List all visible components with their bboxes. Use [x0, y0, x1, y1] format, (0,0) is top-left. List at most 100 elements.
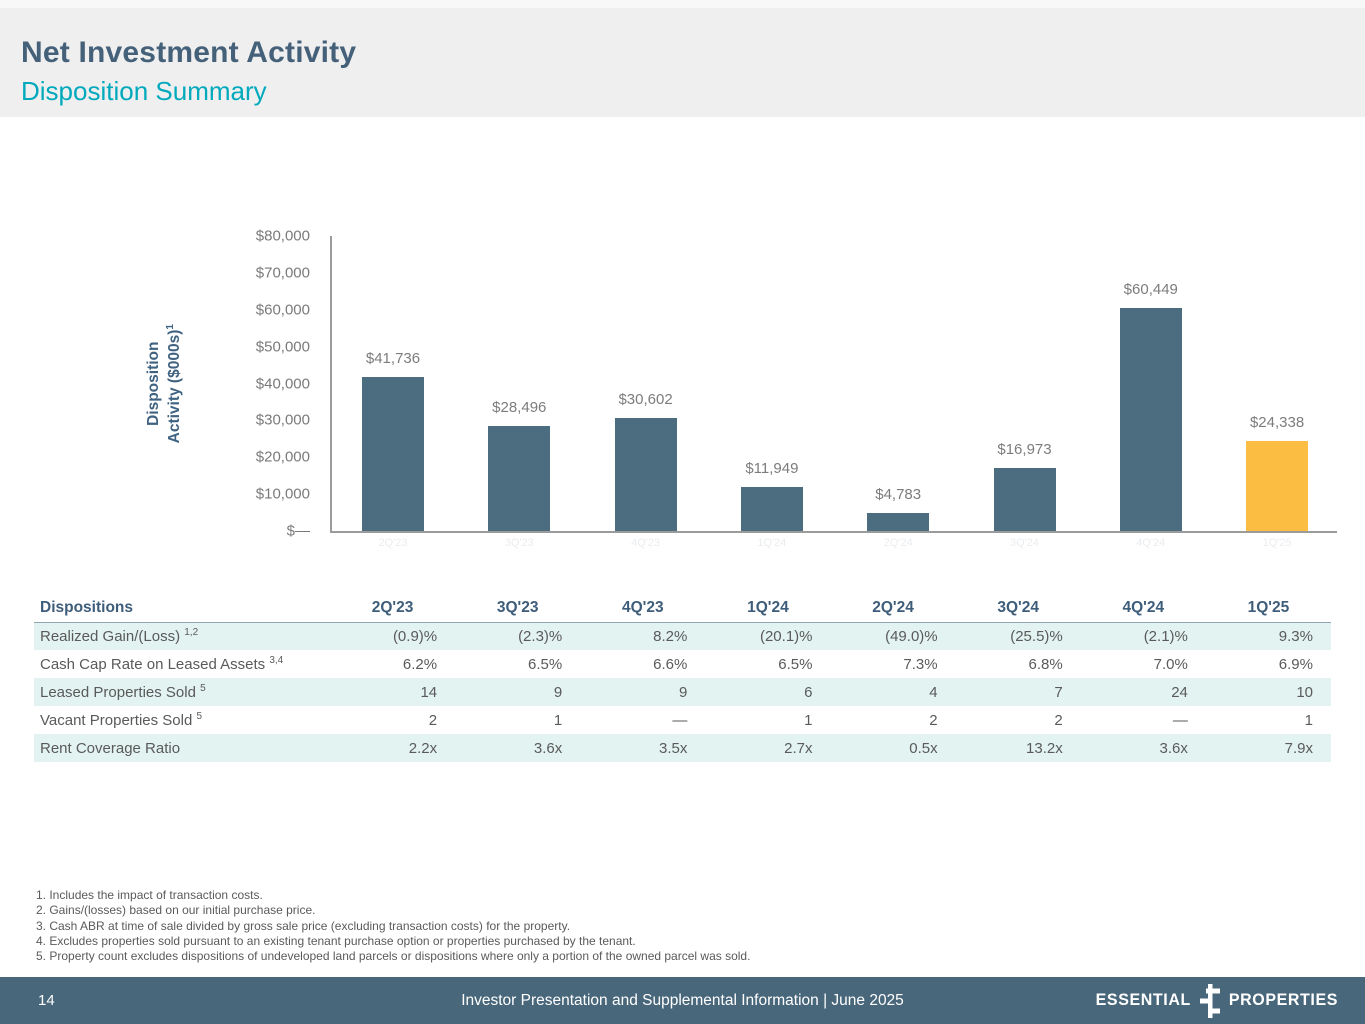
page-subtitle: Disposition Summary [21, 76, 267, 106]
table-cell: 2.7x [784, 739, 813, 757]
bar-value-label: $60,449 [1123, 281, 1178, 299]
table-cell: 1 [1304, 711, 1313, 729]
footnotes: 1. Includes the impact of transaction co… [36, 888, 750, 964]
table-row: Vacant Properties Sold 5 2 1 — 1 2 2 — 1 [34, 706, 1331, 734]
x-axis-label: 1Q'24 [757, 537, 787, 549]
bar-4Q'23 [614, 418, 677, 531]
bar-value-label: $11,949 [745, 459, 799, 477]
table-cell: 3.6x [533, 739, 563, 757]
table-cell: 7 [1054, 683, 1063, 701]
table-header-2Q'24: 2Q'24 [830, 595, 956, 623]
table-cell: 2 [929, 711, 938, 729]
disposition-bar-chart: Disposition Activity ($000s)1 $80,000 $70… [120, 227, 1337, 549]
table-header-4Q'23: 4Q'23 [580, 595, 706, 623]
dispositions-table: Dispositions 2Q'23 3Q'23 4Q'23 1Q'24 2Q'24 3Q'… [34, 595, 1331, 762]
bar-2Q'24 [867, 513, 930, 531]
essential-properties-logo-icon [1199, 983, 1220, 1018]
table-cell: 8.2% [653, 627, 688, 645]
page-title: Net Investment Activity [21, 36, 357, 69]
table-cell: 7.9x [1284, 739, 1313, 757]
bar-3Q'24 [993, 468, 1056, 531]
footnote-line: 5. Property count excludes dispositions … [36, 949, 751, 964]
bar-value-label: $30,602 [618, 391, 673, 409]
y-tick-label: $60,000 [255, 301, 310, 319]
table-row: Leased Properties Sold 5 14 9 9 6 4 7 24 10 [34, 678, 1331, 706]
table-cell: (20.1)% [759, 627, 813, 645]
table-cell: 9.3% [1278, 627, 1313, 645]
table-header-3Q'24: 3Q'24 [955, 595, 1081, 623]
table-header-row: Dispositions 2Q'23 3Q'23 4Q'23 1Q'24 2Q'24 3Q'… [34, 595, 1331, 623]
bar-value-label: $16,973 [997, 441, 1052, 459]
bar-3Q'23 [488, 425, 551, 531]
footnote-line: 4. Excludes properties sold pursuant to … [36, 933, 636, 948]
logo-word-properties: PROPERTIES [1228, 991, 1338, 1009]
table-cell: 7.0% [1153, 655, 1188, 673]
row-label: Realized Gain/(Loss) 1,2 [40, 627, 199, 646]
table-cell: 9 [553, 683, 563, 701]
row-label: Cash Cap Rate on Leased Assets 3,4 [40, 655, 284, 673]
y-tick-label: $— [286, 522, 310, 540]
footer-caption: Investor Presentation and Supplemental I… [461, 991, 904, 1009]
table-cell: 6.2% [402, 655, 438, 673]
x-axis-label: 4Q'24 [1136, 537, 1166, 549]
table-cell: 1 [553, 711, 563, 729]
x-axis-label: 4Q'23 [631, 537, 661, 549]
x-axis-label: 1Q'25 [1262, 537, 1292, 549]
table-cell: 6.5% [778, 655, 813, 673]
table-cell: — [672, 711, 688, 729]
footnote-line: 2. Gains/(losses) based on our initial p… [36, 903, 316, 918]
table-cell: (49.0)% [885, 627, 938, 645]
bar-1Q'24 [740, 486, 803, 531]
table-cell: (0.9)% [392, 627, 438, 645]
footnote-line: 1. Includes the impact of transaction co… [36, 888, 263, 902]
table-cell: 7.3% [903, 655, 938, 673]
bar-4Q'24 [1119, 308, 1182, 531]
bar-2Q'23 [362, 377, 424, 531]
table-cell: 9 [679, 683, 688, 701]
x-axis-label: 3Q'23 [504, 537, 534, 549]
table-header-2Q'23: 2Q'23 [330, 595, 456, 623]
table-cell: 1 [804, 711, 813, 729]
header-band: Net Investment Activity Disposition Summ… [0, 0, 1365, 117]
row-label: Leased Properties Sold 5 [40, 683, 206, 701]
bar-value-label: $24,338 [1249, 414, 1305, 432]
table-cell: 2 [428, 711, 438, 729]
y-tick-label: $30,000 [255, 411, 310, 429]
x-axis-line [330, 531, 1337, 533]
table-cell: 6.9% [1278, 655, 1313, 673]
y-tick-label: $50,000 [255, 338, 310, 356]
table-cell: 3.6x [1159, 739, 1188, 757]
y-tick-label: $80,000 [255, 227, 310, 245]
table-cell: — [1172, 711, 1188, 729]
bar-value-label: $41,736 [365, 350, 421, 368]
table-header-1Q'25: 1Q'25 [1205, 595, 1331, 623]
y-axis-title-text: Disposition Activity ($000s)1 [145, 324, 184, 444]
x-axis-label: 3Q'24 [1009, 537, 1039, 549]
table-row: Rent Coverage Ratio 2.2x 3.6x 3.5x 2.7x 0.5x… [34, 734, 1331, 762]
table-cell: 2.2x [408, 739, 438, 757]
footnote-line: 3. Cash ABR at time of sale divided by g… [36, 918, 571, 933]
table-cell: 24 [1171, 683, 1188, 701]
y-tick-label: $70,000 [255, 264, 310, 282]
company-logo: ESSENTIAL PROPERTIES [1096, 983, 1338, 1018]
y-axis-title: Disposition Activity ($000s)1 [120, 236, 210, 532]
table-cell: 14 [420, 683, 438, 701]
page-number: 14 [38, 992, 55, 1009]
table-row: Realized Gain/(Loss) 1,2 (0.9)% (2.3)% 8.2%… [34, 622, 1331, 650]
footer-bar: 14 Investor Presentation and Supplementa… [0, 977, 1365, 1024]
table-cell: 6 [804, 683, 813, 701]
x-axis-label: 2Q'24 [883, 537, 913, 549]
table-cell: 0.5x [909, 739, 938, 757]
y-tick-label: $20,000 [255, 448, 310, 466]
table-header-4Q'24: 4Q'24 [1080, 595, 1206, 623]
table-cell: 6.8% [1028, 655, 1063, 673]
table-cell: 3.5x [659, 739, 688, 757]
y-tick-label: $10,000 [255, 485, 310, 503]
x-axis-label: 2Q'23 [378, 537, 408, 549]
bar-value-label: $28,496 [492, 398, 547, 416]
row-label: Rent Coverage Ratio [40, 739, 181, 757]
bar-1Q'25 [1246, 441, 1309, 531]
row-label: Vacant Properties Sold 5 [40, 711, 203, 729]
table-cell: (2.3)% [518, 627, 563, 645]
